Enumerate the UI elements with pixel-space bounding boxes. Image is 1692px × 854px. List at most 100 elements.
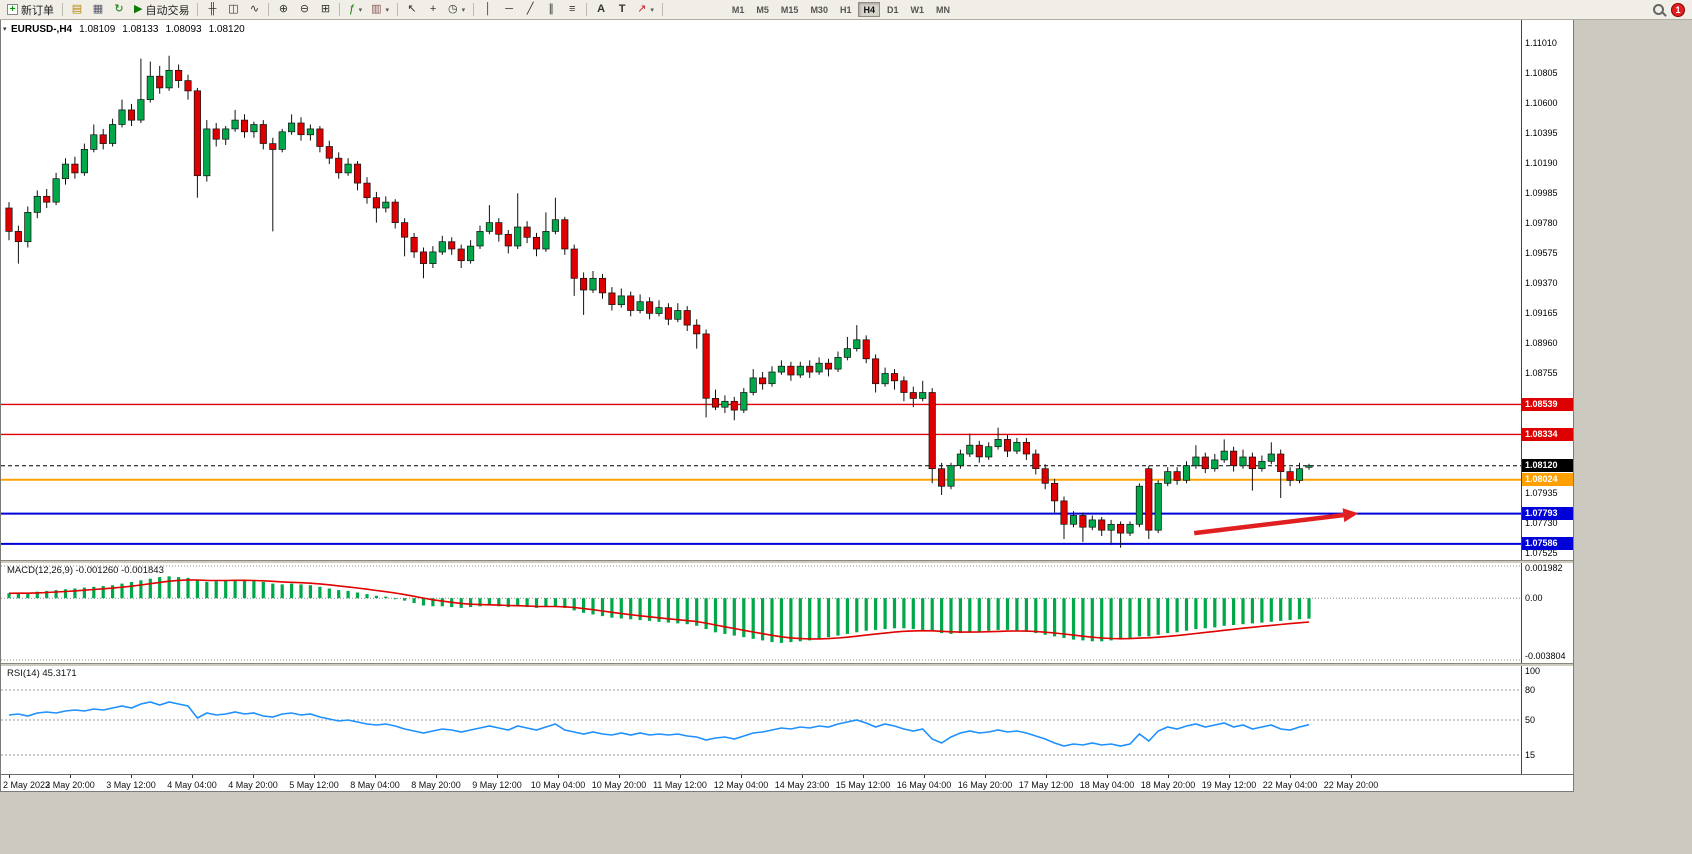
rsi-label: RSI(14) 45.3171	[7, 668, 77, 679]
price-axis-label: 1.10805	[1525, 67, 1558, 78]
time-tick	[436, 775, 437, 778]
time-tick	[741, 775, 742, 778]
time-axis-label: 22 May 04:00	[1262, 780, 1318, 790]
crosshair-icon: +	[429, 3, 437, 15]
timeframe-button-m5[interactable]: M5	[751, 2, 774, 17]
time-tick	[1229, 775, 1230, 778]
time-tick	[70, 775, 71, 778]
macd-indicator-plot[interactable]	[1, 563, 1521, 663]
period-clock-button[interactable]: ◷ ▾	[444, 1, 469, 18]
rsi-scale[interactable]: 100 80 50 15	[1521, 666, 1573, 774]
objects-list-icon: ▥	[371, 3, 382, 15]
price-scale[interactable]: 1.11010 1.10805 1.10600 1.10395 1.10190 1.099…	[1521, 20, 1573, 560]
ohlc-open: 1.08109	[79, 24, 116, 35]
time-axis-label: 2 May 2023	[3, 780, 51, 790]
text-label-button[interactable]: T	[612, 1, 632, 18]
trendline-icon: ╱	[526, 3, 534, 15]
time-axis-label: 8 May 04:00	[350, 780, 400, 790]
main-toolbar: + 新订单 ▤ ▦ ↻ ▶ 自动交易 ╫ ◫ ∿ ⊕ ⊖ ⊞ ƒ ▾ ▥ ▾ ↖ +…	[0, 0, 1692, 20]
panel-splitter[interactable]	[1, 560, 1573, 563]
timeframe-button-m30[interactable]: M30	[805, 2, 833, 17]
rsi-indicator-plot[interactable]	[1, 666, 1521, 774]
price-badge: 1.08120	[1522, 459, 1573, 473]
zoom-out-icon: ⊖	[299, 3, 310, 15]
candlestick-chart-button[interactable]: ◫	[223, 1, 243, 18]
time-tick	[802, 775, 803, 778]
time-axis-label: 17 May 12:00	[1018, 780, 1074, 790]
time-tick	[1107, 775, 1108, 778]
cursor-icon: ↖	[407, 3, 417, 15]
toolbar-separator	[397, 3, 399, 16]
arrow-object-icon: ↗	[637, 3, 647, 15]
ohlc-high: 1.08133	[122, 24, 159, 35]
vertical-line-button[interactable]: │	[478, 1, 498, 18]
timeframe-button-h4[interactable]: H4	[858, 2, 880, 17]
price-badge: 1.07586	[1522, 537, 1573, 551]
chart-ohlc-readout: EURUSD-,H4 1.08109 1.08133 1.08093 1.081…	[11, 24, 245, 35]
fibonacci-icon: ≡	[568, 3, 576, 15]
indicators-button[interactable]: ƒ ▾	[344, 1, 366, 18]
print-button[interactable]: ▦	[88, 1, 108, 18]
ohlc-low: 1.08093	[165, 24, 202, 35]
chart-window: ▾ EURUSD-,H4 1.08109 1.08133 1.08093 1.0…	[0, 20, 1574, 792]
time-tick	[863, 775, 864, 778]
time-axis[interactable]: 2 May 2023 2 May 20:00 3 May 12:00 4 May 04…	[1, 774, 1573, 791]
text-icon: A	[597, 3, 606, 15]
indicators-dropdown-icon: ▾	[358, 6, 363, 14]
price-axis-label: 1.09985	[1525, 187, 1558, 198]
toolbar-separator	[661, 3, 663, 16]
refresh-button[interactable]: ↻	[109, 1, 129, 18]
time-tick	[314, 775, 315, 778]
crosshair-button[interactable]: +	[423, 1, 443, 18]
profiles-button[interactable]: ▤	[67, 1, 87, 18]
macd-panel: MACD(12,26,9) -0.001260 -0.001843 0.0019…	[1, 563, 1573, 663]
time-axis-label: 18 May 20:00	[1140, 780, 1196, 790]
search-icon[interactable]	[1653, 4, 1664, 15]
time-axis-label: 15 May 12:00	[835, 780, 891, 790]
toolbar-right-group: 1	[1653, 2, 1689, 17]
timeframe-button-m1[interactable]: M1	[727, 2, 750, 17]
notification-badge[interactable]: 1	[1671, 2, 1685, 17]
time-axis-label: 3 May 12:00	[106, 780, 156, 790]
timeframe-button-m15[interactable]: M15	[776, 2, 804, 17]
line-chart-button[interactable]: ∿	[244, 1, 264, 18]
arrows-button[interactable]: ↗ ▾	[633, 1, 658, 18]
timeframe-button-mn[interactable]: MN	[931, 2, 955, 17]
price-axis-label: 1.10190	[1525, 157, 1558, 168]
zoom-out-button[interactable]: ⊖	[294, 1, 314, 18]
timeframe-button-d1[interactable]: D1	[882, 2, 904, 17]
time-tick	[192, 775, 193, 778]
autotrading-button[interactable]: ▶ 自动交易	[130, 1, 193, 18]
text-button[interactable]: A	[591, 1, 611, 18]
new-order-label: 新订单	[21, 4, 54, 17]
macd-scale[interactable]: 0.001982 0.00 -0.003804	[1521, 563, 1573, 663]
horizontal-line-button[interactable]: ─	[499, 1, 519, 18]
candlestick-chart[interactable]	[1, 20, 1521, 560]
toolbar-separator	[62, 3, 63, 16]
objects-list-button[interactable]: ▥ ▾	[367, 1, 393, 18]
time-tick	[375, 775, 376, 778]
autotrading-label: 自动交易	[145, 4, 190, 17]
trendline-button[interactable]: ╱	[520, 1, 540, 18]
time-axis-label: 5 May 12:00	[289, 780, 339, 790]
price-badge: 1.08539	[1522, 397, 1573, 411]
fibonacci-button[interactable]: ≡	[562, 1, 582, 18]
cursor-button[interactable]: ↖	[402, 1, 422, 18]
price-badge: 1.08024	[1522, 473, 1573, 487]
price-badge: 1.07793	[1522, 507, 1573, 521]
price-axis-label: 1.08755	[1525, 367, 1558, 378]
zoom-in-button[interactable]: ⊕	[273, 1, 293, 18]
bar-chart-button[interactable]: ╫	[202, 1, 222, 18]
time-tick	[619, 775, 620, 778]
time-axis-label: 12 May 04:00	[713, 780, 769, 790]
print-icon: ▦	[92, 3, 104, 15]
charts-profile-icon: ▤	[71, 3, 83, 15]
channel-button[interactable]: ∥	[541, 1, 561, 18]
timeframe-button-h1[interactable]: H1	[835, 2, 857, 17]
tile-windows-button[interactable]: ⊞	[315, 1, 335, 18]
panel-splitter[interactable]	[1, 663, 1573, 666]
time-tick	[1046, 775, 1047, 778]
new-order-button[interactable]: + 新订单	[3, 1, 58, 18]
timeframe-button-w1[interactable]: W1	[906, 2, 930, 17]
price-chart-panel: ▾ EURUSD-,H4 1.08109 1.08133 1.08093 1.0…	[1, 20, 1573, 560]
